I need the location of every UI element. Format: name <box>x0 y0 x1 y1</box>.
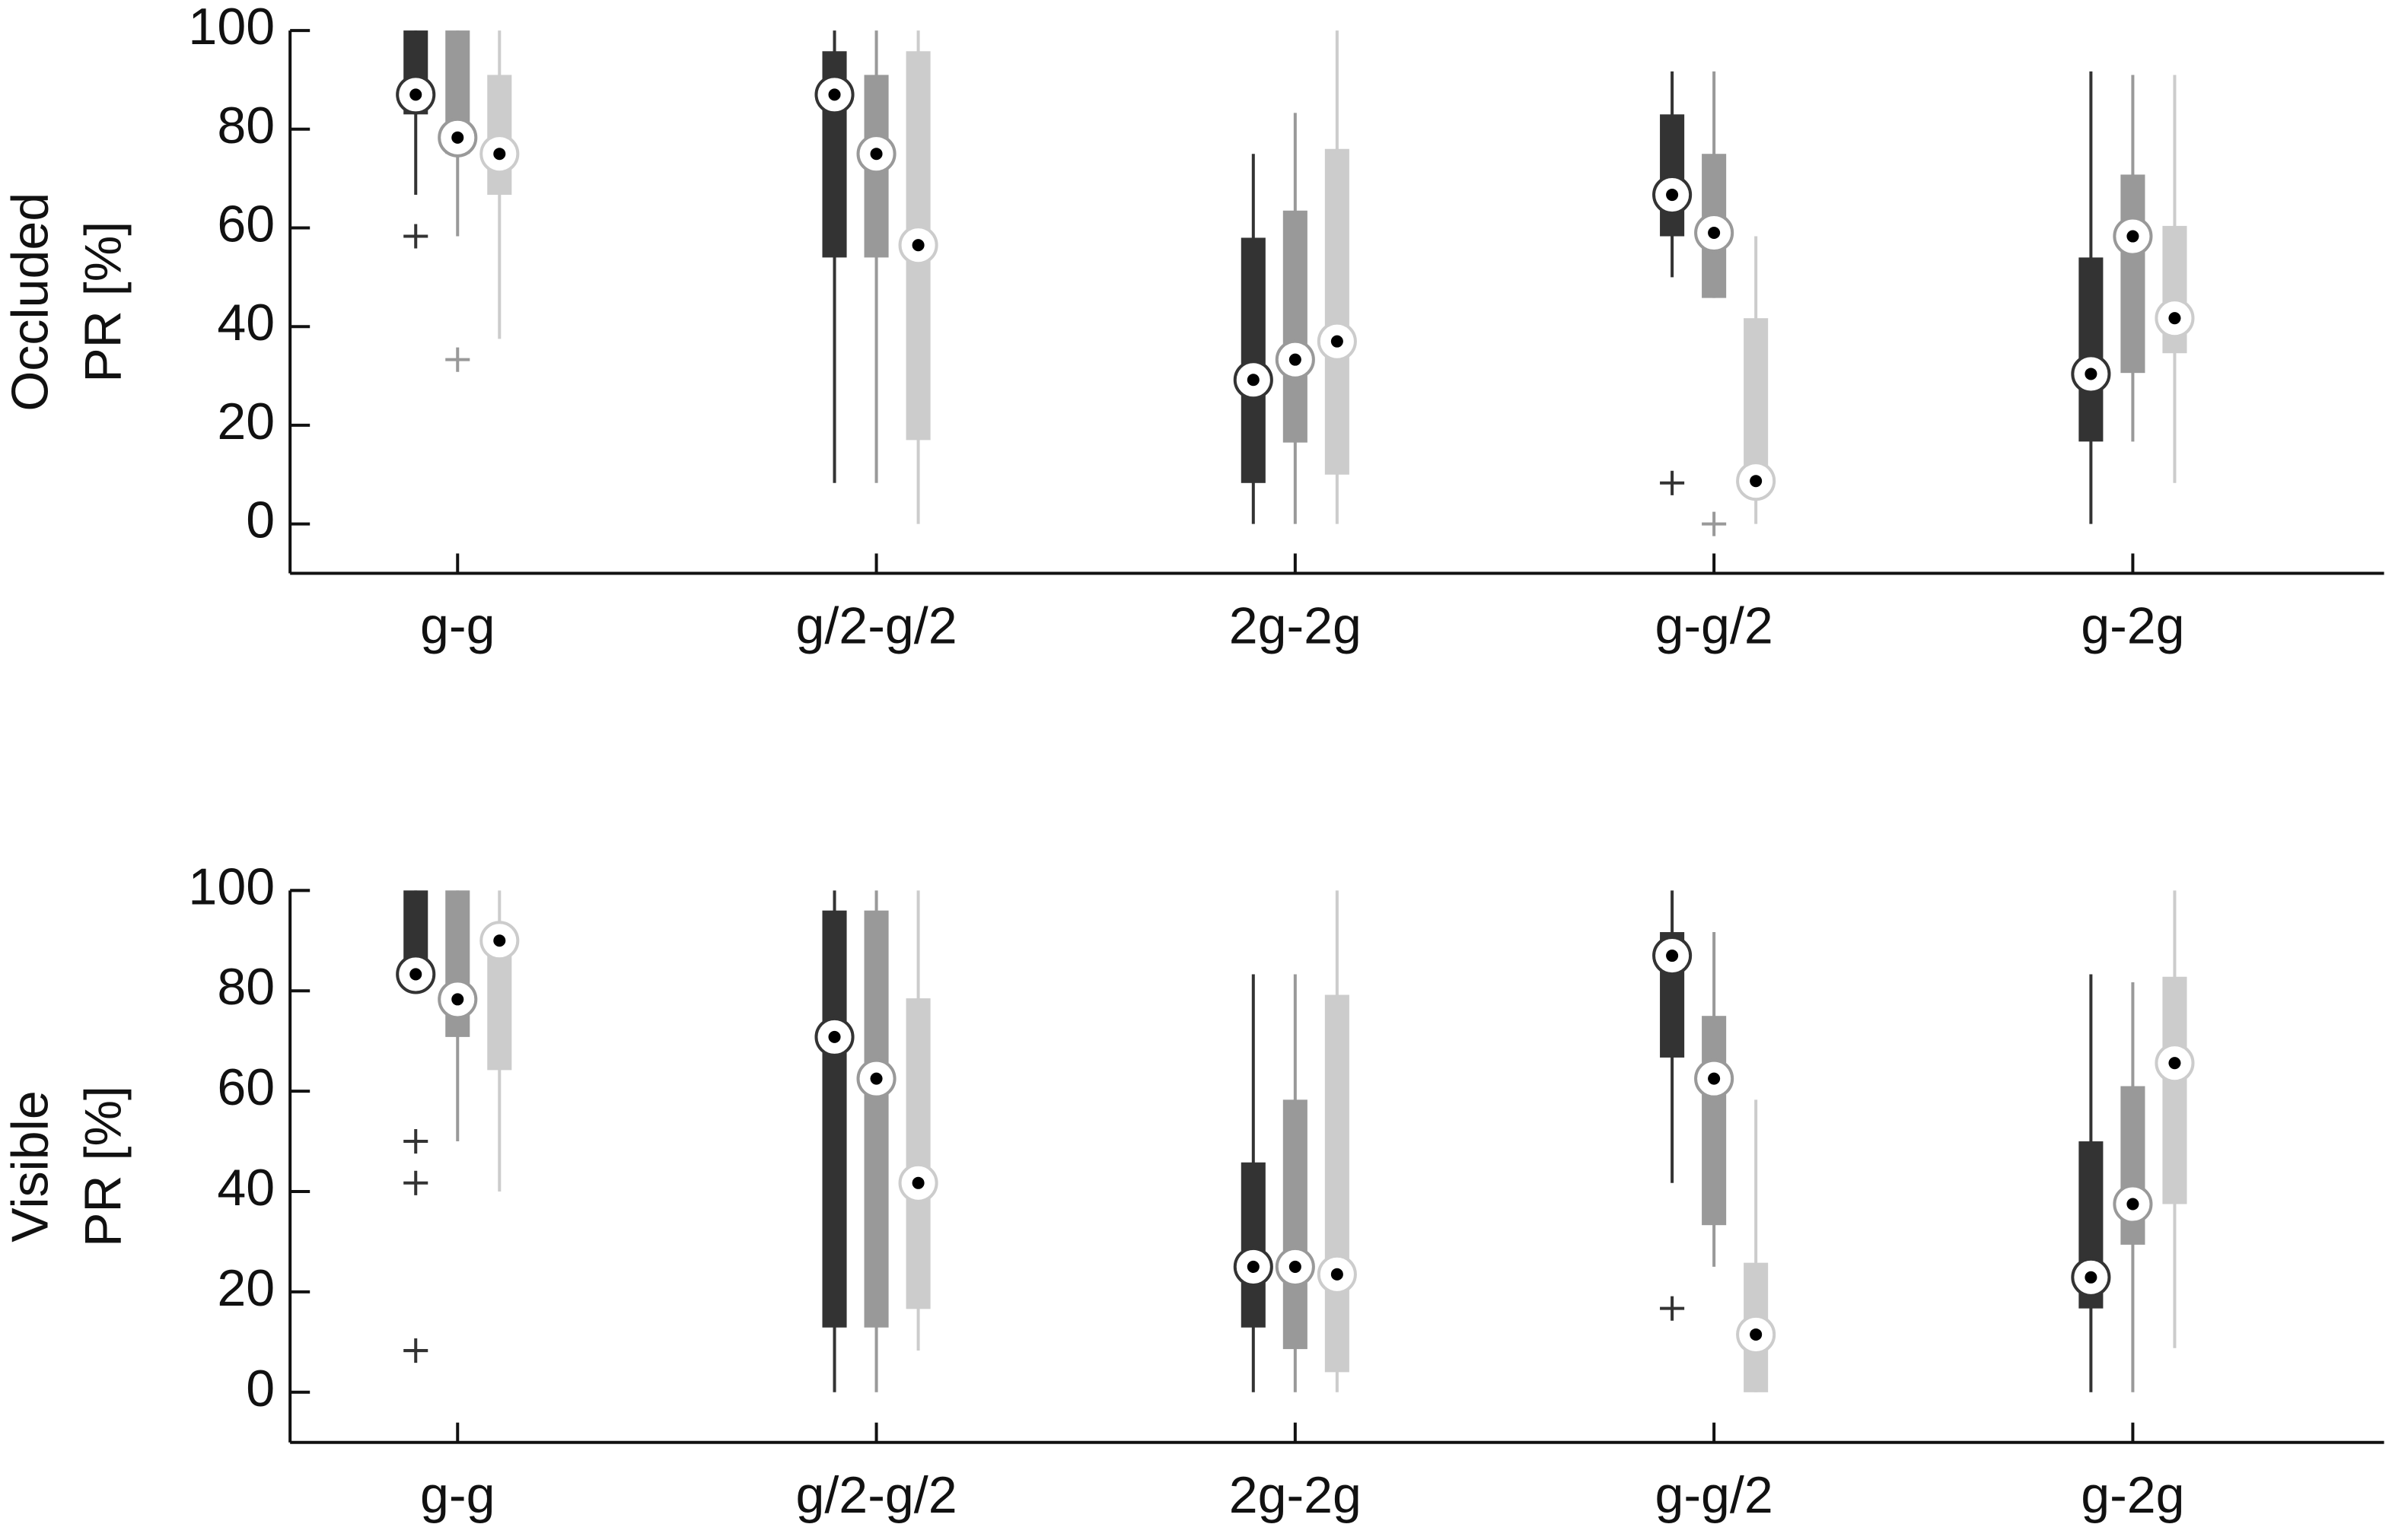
median-dot <box>1247 1260 1260 1273</box>
y-tick-label: 60 <box>217 196 275 253</box>
median-dot <box>1288 353 1301 366</box>
median-dot <box>2126 230 2139 243</box>
outlier <box>403 224 428 249</box>
box <box>1744 318 1769 483</box>
median-dot <box>409 88 422 101</box>
outlier <box>1660 470 1685 495</box>
y-tick-label: 0 <box>246 492 275 549</box>
outlier <box>403 1129 428 1154</box>
median-dot <box>1666 950 1679 963</box>
median-dot <box>870 1072 883 1085</box>
y-axis-label: Occluded <box>1 192 59 412</box>
median-dot <box>409 968 422 981</box>
median-dot <box>912 1176 925 1189</box>
y-tick-label: 20 <box>217 1259 275 1317</box>
median-dot <box>828 1030 841 1043</box>
median-dot <box>1750 1328 1763 1341</box>
x-tick-label: g-2g <box>2081 1466 2184 1524</box>
y-tick-label: 100 <box>188 858 275 915</box>
median-dot <box>1247 374 1260 387</box>
median-dot <box>1330 1268 1343 1281</box>
panel: 0 20 40 60 80 100 Occluded PR [%] g-g g/2-g/2 2g-2… <box>1 0 2384 655</box>
y-axis-label: Visible <box>1 1090 59 1242</box>
x-tick-label: g-g <box>420 1466 495 1524</box>
median-dot <box>1750 475 1763 488</box>
box <box>906 998 931 1309</box>
box <box>2078 257 2104 442</box>
median-dot <box>451 131 464 144</box>
x-tick-label: g-g/2 <box>1655 1466 1773 1524</box>
x-tick-label: 2g-2g <box>1229 597 1362 655</box>
outlier <box>403 1338 428 1363</box>
box <box>1702 1016 1727 1226</box>
median-dot <box>493 148 506 161</box>
median-dot <box>1288 1260 1301 1273</box>
median-dot <box>870 148 883 161</box>
median-dot <box>493 934 506 947</box>
y-tick-label: 60 <box>217 1058 275 1116</box>
median-dot <box>451 993 464 1006</box>
box <box>2120 174 2145 374</box>
outlier <box>1702 511 1727 536</box>
box <box>1282 210 1307 443</box>
y-axis-label: PR [%] <box>75 1086 132 1247</box>
x-tick-label: g-g/2 <box>1655 597 1773 655</box>
y-tick-label: 80 <box>217 97 275 154</box>
x-tick-label: g-2g <box>2081 597 2184 655</box>
x-tick-label: 2g-2g <box>1229 1466 1362 1524</box>
outlier <box>403 1170 428 1195</box>
median-dot <box>1666 189 1679 202</box>
y-tick-label: 40 <box>217 1159 275 1217</box>
median-dot <box>2085 368 2097 380</box>
median-dot <box>2168 1057 2181 1070</box>
box <box>2162 976 2187 1204</box>
y-tick-label: 80 <box>217 958 275 1016</box>
median-dot <box>1330 335 1343 348</box>
outlier <box>1660 1296 1685 1321</box>
y-tick-label: 40 <box>217 294 275 352</box>
box <box>1282 1099 1307 1350</box>
box <box>822 910 847 1328</box>
median-dot <box>1708 226 1721 240</box>
y-tick-label: 20 <box>217 393 275 450</box>
y-tick-label: 100 <box>188 0 275 56</box>
median-dot <box>828 88 841 101</box>
outlier <box>445 347 470 372</box>
box <box>1324 148 1349 475</box>
box <box>1241 1162 1266 1328</box>
median-dot <box>2168 312 2181 325</box>
median-dot <box>2085 1271 2097 1284</box>
box <box>1324 994 1349 1373</box>
x-tick-label: g/2-g/2 <box>796 1466 957 1524</box>
box <box>487 940 512 1071</box>
x-tick-label: g/2-g/2 <box>796 597 957 655</box>
x-tick-label: g-g <box>420 597 495 655</box>
median-dot <box>912 239 925 252</box>
median-dot <box>2126 1198 2139 1211</box>
y-axis-label: PR [%] <box>75 221 132 383</box>
panel: 0 20 40 60 80 100 Visible PR [%] g-g g/2-g/2 2g-2g… <box>1 858 2384 1524</box>
box <box>864 910 889 1328</box>
y-tick-label: 0 <box>246 1360 275 1418</box>
median-dot <box>1708 1072 1721 1085</box>
